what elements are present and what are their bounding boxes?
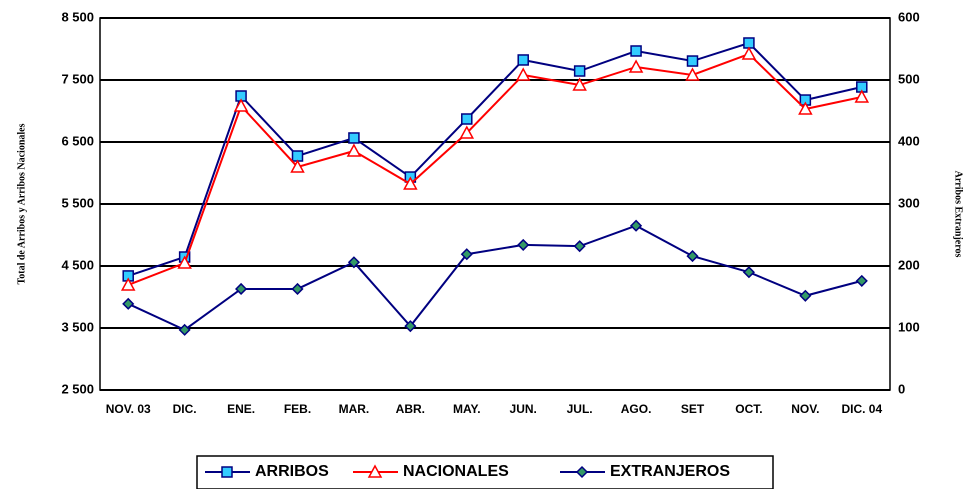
data-point xyxy=(348,132,360,144)
x-tick-label: JUN. xyxy=(510,402,537,416)
data-point xyxy=(233,98,249,112)
data-point xyxy=(628,59,644,73)
data-point xyxy=(630,219,643,232)
x-tick-label: NOV. xyxy=(791,402,819,416)
data-point xyxy=(235,282,248,296)
data-point xyxy=(855,274,868,287)
y2-tick-label: 500 xyxy=(898,71,920,86)
legend-label: ARRIBOS xyxy=(255,463,329,480)
data-point xyxy=(799,289,812,302)
legend-marker xyxy=(575,465,589,479)
y-axis-title: Total de Arribos y Arribos Nacionales xyxy=(16,123,27,284)
legend-marker xyxy=(221,466,233,478)
y2-tick-label: 600 xyxy=(898,9,920,24)
x-tick-label: SET xyxy=(681,402,705,416)
data-point xyxy=(515,67,531,81)
data-point xyxy=(177,255,192,269)
series-line xyxy=(127,52,862,286)
x-tick-label: JUL. xyxy=(567,402,593,416)
data-point xyxy=(686,250,699,263)
data-point xyxy=(572,77,587,91)
data-point xyxy=(347,256,360,269)
y2-tick-label: 300 xyxy=(898,195,920,210)
x-tick-label: NOV. 03 xyxy=(106,402,151,416)
y2-tick-label: 100 xyxy=(898,319,920,334)
y2-axis-title: Arribos Extranjeros xyxy=(953,171,964,258)
data-point xyxy=(854,89,870,103)
data-point xyxy=(291,282,304,296)
y-tick-label: 8 500 xyxy=(61,9,94,24)
data-point xyxy=(460,248,473,261)
x-tick-label: OCT. xyxy=(735,402,762,416)
x-tick-label: AGO. xyxy=(621,402,652,416)
y2-tick-label: 200 xyxy=(898,257,920,272)
data-point xyxy=(346,143,362,157)
data-point xyxy=(685,67,700,81)
data-point xyxy=(178,323,191,336)
y2-tick-label: 0 xyxy=(898,381,905,396)
data-point xyxy=(742,266,755,279)
series-line xyxy=(127,224,863,332)
data-point xyxy=(120,277,136,291)
x-tick-label: FEB. xyxy=(284,402,311,416)
y2-tick-label: 400 xyxy=(898,133,920,148)
data-point xyxy=(122,297,135,310)
legend-label: NACIONALES xyxy=(403,463,509,480)
x-tick-label: DIC. 04 xyxy=(841,402,882,416)
legend-box xyxy=(196,455,774,490)
y-tick-label: 7 500 xyxy=(61,71,94,86)
data-point xyxy=(404,320,417,333)
data-point xyxy=(403,176,418,190)
y-tick-label: 5 500 xyxy=(61,195,94,210)
data-point xyxy=(741,46,757,60)
data-point xyxy=(459,125,475,139)
data-point xyxy=(461,113,473,125)
data-point xyxy=(798,101,813,115)
plot-border xyxy=(99,17,891,391)
x-tick-label: ABR. xyxy=(396,402,425,416)
data-point xyxy=(517,54,529,66)
data-point xyxy=(517,238,530,251)
x-tick-label: DIC. xyxy=(173,402,197,416)
y-tick-label: 6 500 xyxy=(61,133,94,148)
x-tick-label: MAY. xyxy=(453,402,481,416)
x-tick-label: MAR. xyxy=(339,402,370,416)
data-point xyxy=(573,240,586,253)
legend-label: EXTRANJEROS xyxy=(610,463,730,480)
x-tick-label: ENE. xyxy=(227,402,255,416)
y-tick-label: 4 500 xyxy=(61,257,94,272)
series-line xyxy=(127,41,863,277)
y-tick-label: 2 500 xyxy=(61,381,94,396)
y-tick-label: 3 500 xyxy=(61,319,94,334)
data-point xyxy=(630,45,642,57)
data-point xyxy=(290,159,305,173)
legend-marker xyxy=(367,464,383,478)
data-point xyxy=(573,65,586,77)
data-point xyxy=(686,55,699,67)
